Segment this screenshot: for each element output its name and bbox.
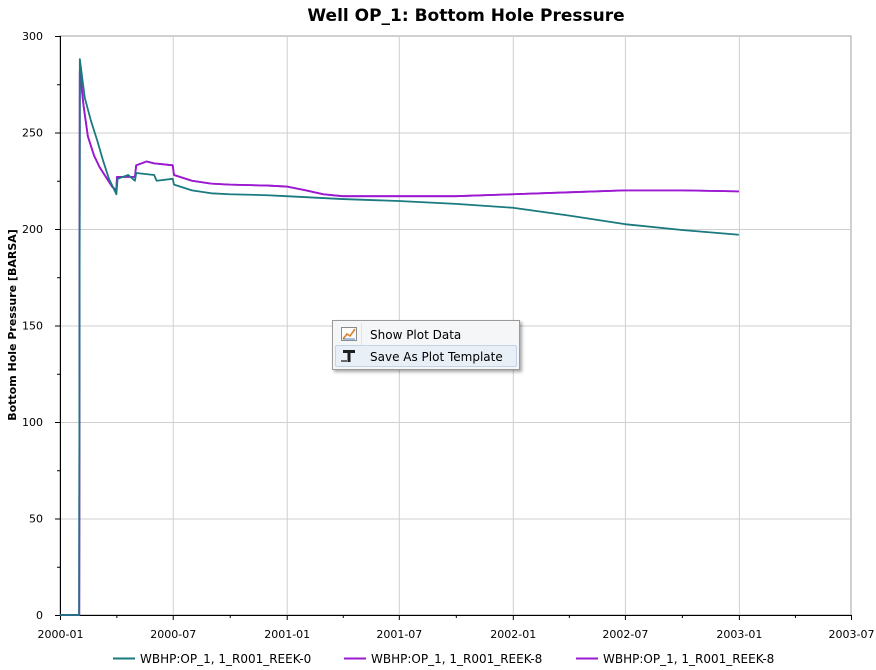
series-layer — [60, 58, 739, 616]
plot-data-icon — [341, 327, 357, 341]
x-tick-label: 2001-07 — [376, 628, 422, 641]
x-tick-label: 2003-07 — [829, 628, 875, 641]
axes: 0 50 100 150 200 250 300 2000-01 2000-07 2001-01 2… — [22, 30, 874, 641]
x-tick-label: 2000-01 — [38, 628, 84, 641]
y-tick-label: 100 — [22, 416, 43, 429]
menu-item-label: Save As Plot Template — [370, 350, 503, 364]
grid-lines — [59, 35, 852, 616]
y-tick-label: 250 — [22, 127, 43, 140]
x-tick-label: 2000-07 — [150, 628, 196, 641]
legend-entry[interactable]: WBHP:OP_1, 1_R001_REEK-8 — [576, 652, 774, 666]
legend-label: WBHP:OP_1, 1_R001_REEK-8 — [371, 652, 542, 666]
y-tick-label: 50 — [29, 513, 43, 526]
legend-entry[interactable]: WBHP:OP_1, 1_R001_REEK-0 — [113, 652, 311, 666]
y-tick-label: 150 — [22, 320, 43, 333]
context-menu: Show Plot Data Save As Plot Template — [332, 320, 520, 370]
series-line-0 — [60, 58, 739, 616]
x-tick-label: 2002-01 — [490, 628, 536, 641]
chart-title: Well OP_1: Bottom Hole Pressure — [307, 6, 624, 26]
menu-item-show-plot-data[interactable]: Show Plot Data — [335, 323, 517, 345]
legend[interactable]: WBHP:OP_1, 1_R001_REEK-0 WBHP:OP_1, 1_R00… — [113, 652, 774, 666]
y-tick-label: 300 — [22, 30, 43, 43]
series-line-1 — [60, 69, 739, 616]
x-tick-label: 2003-01 — [716, 628, 762, 641]
menu-item-label: Show Plot Data — [370, 328, 462, 342]
menu-item-save-as-plot-template[interactable]: Save As Plot Template — [335, 345, 517, 367]
plot-template-icon — [341, 350, 355, 362]
y-tick-label: 0 — [36, 609, 43, 622]
legend-label: WBHP:OP_1, 1_R001_REEK-8 — [603, 652, 774, 666]
x-tick-label: 2002-07 — [602, 628, 648, 641]
x-tick-label: 2001-01 — [264, 628, 310, 641]
legend-label: WBHP:OP_1, 1_R001_REEK-0 — [140, 652, 311, 666]
y-axis-label: Bottom Hole Pressure [BARSA] — [6, 229, 19, 421]
y-tick-label: 200 — [22, 223, 43, 236]
legend-entry[interactable]: WBHP:OP_1, 1_R001_REEK-8 — [344, 652, 542, 666]
